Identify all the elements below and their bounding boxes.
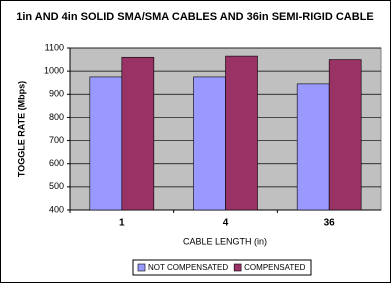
bar xyxy=(89,76,123,211)
bar xyxy=(225,55,258,211)
x-tick-label: 4 xyxy=(223,218,229,229)
y-tick-label: 900 xyxy=(49,89,64,99)
y-tick-label: 700 xyxy=(49,135,64,145)
y-tick-label: 1100 xyxy=(45,42,64,52)
legend: NOT COMPENSATED COMPENSATED xyxy=(132,259,312,276)
legend-label: COMPENSATED xyxy=(244,263,305,272)
y-tick-label: 400 xyxy=(49,204,64,214)
x-tick-label: 36 xyxy=(324,218,336,229)
y-tick-label: 500 xyxy=(49,181,64,191)
bar xyxy=(328,59,362,211)
x-axis-label: CABLE LENGTH (in) xyxy=(183,236,267,246)
bar xyxy=(296,83,330,211)
y-tick-label: 800 xyxy=(49,112,64,122)
y-axis-label: TOGGLE RATE (Mbps) xyxy=(16,81,26,177)
legend-label: NOT COMPENSATED xyxy=(148,263,228,272)
legend-box xyxy=(132,259,312,276)
bar xyxy=(193,76,226,211)
bar xyxy=(121,56,155,211)
y-tick-label: 600 xyxy=(49,158,64,168)
x-tick-label: 1 xyxy=(119,218,125,229)
legend-swatch xyxy=(233,263,242,272)
chart-title: 1in AND 4in SOLID SMA/SMA CABLES AND 36i… xyxy=(16,11,374,23)
legend-swatch xyxy=(137,263,146,272)
y-tick-label: 1000 xyxy=(44,66,64,76)
